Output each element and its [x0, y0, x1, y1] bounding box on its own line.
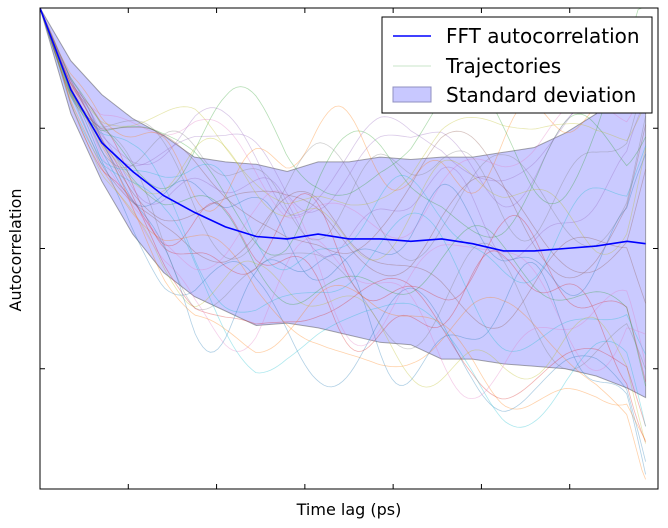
trajectory-line: [40, 8, 646, 372]
trajectory-line: [40, 8, 646, 355]
x-axis-label: Time lag (ps): [296, 500, 402, 519]
trajectory-line: [40, 8, 646, 206]
trajectory-line: [40, 8, 646, 261]
trajectory-line: [40, 8, 646, 277]
axis-ticks: [40, 8, 658, 489]
legend-mean-label: FFT autocorrelation: [446, 24, 640, 48]
trajectory-line: [40, 8, 646, 444]
trajectory-line: [40, 8, 646, 427]
legend-band-swatch: [392, 86, 432, 103]
plot-area: [40, 8, 647, 480]
mean-line-layer: [40, 8, 646, 252]
legend-traj-label: Trajectories: [445, 54, 561, 78]
trajectory-line: [40, 8, 646, 256]
trajectories-layer: [40, 8, 646, 480]
legend-band-label: Standard deviation: [446, 83, 636, 107]
std-band-layer: [40, 8, 647, 399]
trajectory-line: [40, 8, 646, 205]
trajectory-line: [40, 8, 646, 297]
trajectory-line: [40, 8, 646, 216]
trajectory-line: [40, 8, 646, 284]
std-band: [40, 8, 647, 399]
trajectory-line: [40, 8, 646, 441]
trajectory-line: [40, 8, 646, 475]
trajectory-line: [40, 8, 646, 213]
trajectory-line: [40, 8, 646, 261]
trajectory-line: [40, 8, 646, 428]
trajectory-line: [40, 8, 646, 382]
trajectory-line: [40, 8, 646, 262]
trajectory-line: [40, 8, 646, 212]
trajectory-line: [40, 8, 646, 443]
trajectory-line: [40, 8, 646, 239]
trajectory-line: [40, 8, 646, 462]
trajectory-line: [40, 8, 646, 480]
trajectory-line: [40, 8, 646, 242]
trajectory-line: [40, 8, 646, 279]
fft-autocorrelation-line: [40, 8, 646, 252]
legend: FFT autocorrelation Trajectories Standar…: [381, 16, 653, 114]
trajectory-line: [40, 8, 646, 370]
trajectory-line: [40, 8, 646, 387]
y-axis-label: Autocorrelation: [6, 189, 25, 312]
trajectory-line: [40, 8, 646, 329]
trajectory-line: [40, 8, 646, 399]
